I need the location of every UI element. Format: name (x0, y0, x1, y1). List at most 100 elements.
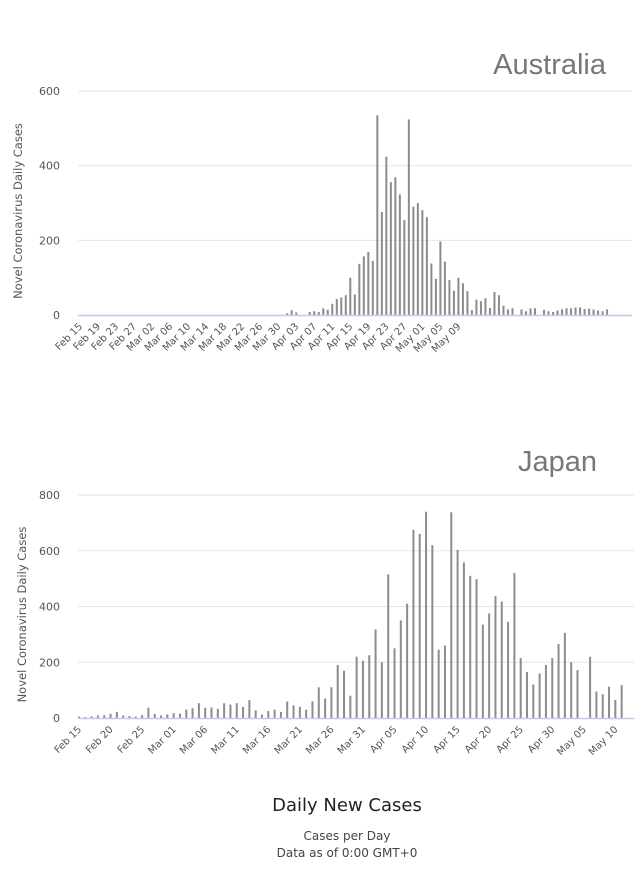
japan-x-tick-label: Apr 25 (495, 724, 526, 755)
japan-bar (273, 709, 276, 718)
japan-bar (576, 670, 579, 718)
japan-bar (538, 673, 541, 718)
japan-bar (450, 512, 453, 718)
japan-bar (462, 562, 465, 718)
japan-bar (456, 549, 459, 718)
japan-bar (620, 685, 623, 718)
japan-bar (343, 670, 346, 718)
japan-x-tick-label: May 05 (555, 724, 589, 758)
japan-bar (589, 656, 592, 718)
japan-bar (614, 699, 617, 718)
australia-bar (340, 297, 343, 315)
australia-bar (358, 263, 361, 315)
australia-bar (376, 115, 379, 316)
japan-bar (349, 695, 352, 718)
japan-bar (500, 601, 503, 718)
australia-bar (534, 308, 537, 315)
japan-x-tick-label: Mar 06 (178, 724, 210, 756)
australia-bar (547, 311, 550, 315)
australia-bar (579, 307, 582, 315)
japan-x-tick-label: Mar 21 (273, 724, 305, 756)
australia-bar (416, 203, 419, 315)
australia-bar (506, 309, 509, 315)
australia-bar (322, 308, 325, 315)
japan-bar (197, 703, 200, 718)
australia-bar (443, 261, 446, 315)
japan-bar (387, 574, 390, 718)
japan-bar (601, 694, 604, 718)
australia-bar (457, 277, 460, 315)
japan-bar (78, 716, 80, 718)
japan-x-tick-label: Apr 10 (400, 724, 431, 755)
japan-bar (254, 710, 257, 718)
japan-y-tick-label: 400 (39, 601, 60, 614)
australia-bar (520, 309, 523, 315)
australia-bar (349, 277, 352, 315)
japan-bar (469, 575, 472, 718)
japan-y-tick-label: 0 (53, 712, 60, 725)
australia-bar (380, 211, 383, 315)
japan-bar (431, 545, 434, 718)
japan-bar (595, 691, 598, 718)
japan-bar (418, 534, 421, 718)
australia-bar (493, 291, 496, 315)
japan-x-tick-label: Mar 11 (209, 724, 241, 756)
japan-bar (399, 620, 402, 718)
australia-bar (389, 182, 392, 315)
japan-bar (90, 716, 93, 718)
japan-bar (260, 714, 263, 718)
japan-chart-title: Japan (518, 446, 597, 478)
japan-bar (336, 665, 339, 718)
japan-bar (311, 701, 314, 718)
japan-y-tick-label: 800 (39, 489, 60, 502)
japan-bar (519, 658, 522, 718)
japan-x-tick-label: Feb 15 (53, 724, 85, 756)
japan-bar (103, 715, 106, 718)
japan-x-tick-label: Apr 20 (463, 724, 494, 755)
australia-bar (484, 298, 487, 315)
japan-y-ticks: 0 200 400 600 800 (39, 489, 60, 725)
australia-bar (583, 309, 586, 315)
japan-y-axis-label: Novel Coronavirus Daily Cases (15, 527, 29, 703)
australia-bar (529, 308, 532, 315)
japan-bar (191, 708, 194, 718)
japan-x-ticks: Feb 15 Feb 20 Feb 25 Mar 01 Mar 06 Mar 11 Mar … (53, 724, 621, 758)
japan-bar (216, 708, 219, 718)
japan-bar (608, 686, 611, 718)
japan-bar (248, 700, 251, 718)
australia-bar (331, 303, 334, 315)
australia-gridlines (78, 90, 632, 241)
japan-x-tick-label: Mar 26 (304, 724, 336, 756)
japan-bars (78, 511, 623, 718)
japan-bar (324, 698, 327, 718)
australia-chart-title: Australia (493, 49, 607, 81)
australia-y-tick-label: 200 (39, 234, 60, 247)
japan-bar (109, 713, 112, 718)
australia-bar (452, 290, 455, 315)
japan-bar (286, 701, 289, 718)
japan-bar (141, 715, 144, 718)
australia-bar (430, 263, 433, 315)
japan-bar (361, 660, 364, 718)
australia-bar (561, 309, 564, 315)
australia-bar (335, 298, 338, 315)
japan-bar (317, 687, 320, 718)
australia-bar (592, 309, 595, 315)
japan-bar (406, 603, 409, 718)
japan-bar (494, 596, 497, 718)
australia-bar (439, 241, 442, 315)
japan-bar (229, 704, 232, 718)
australia-bar (466, 291, 469, 315)
japan-bar (488, 613, 491, 718)
australia-bar (448, 279, 451, 315)
japan-y-tick-label: 200 (39, 656, 60, 669)
japan-x-tick-label: Apr 30 (526, 724, 557, 755)
australia-bar (556, 310, 559, 315)
australia-bar (601, 311, 604, 315)
japan-x-tick-label: Apr 05 (368, 724, 399, 755)
australia-bar (565, 308, 568, 315)
australia-bar (407, 119, 410, 315)
